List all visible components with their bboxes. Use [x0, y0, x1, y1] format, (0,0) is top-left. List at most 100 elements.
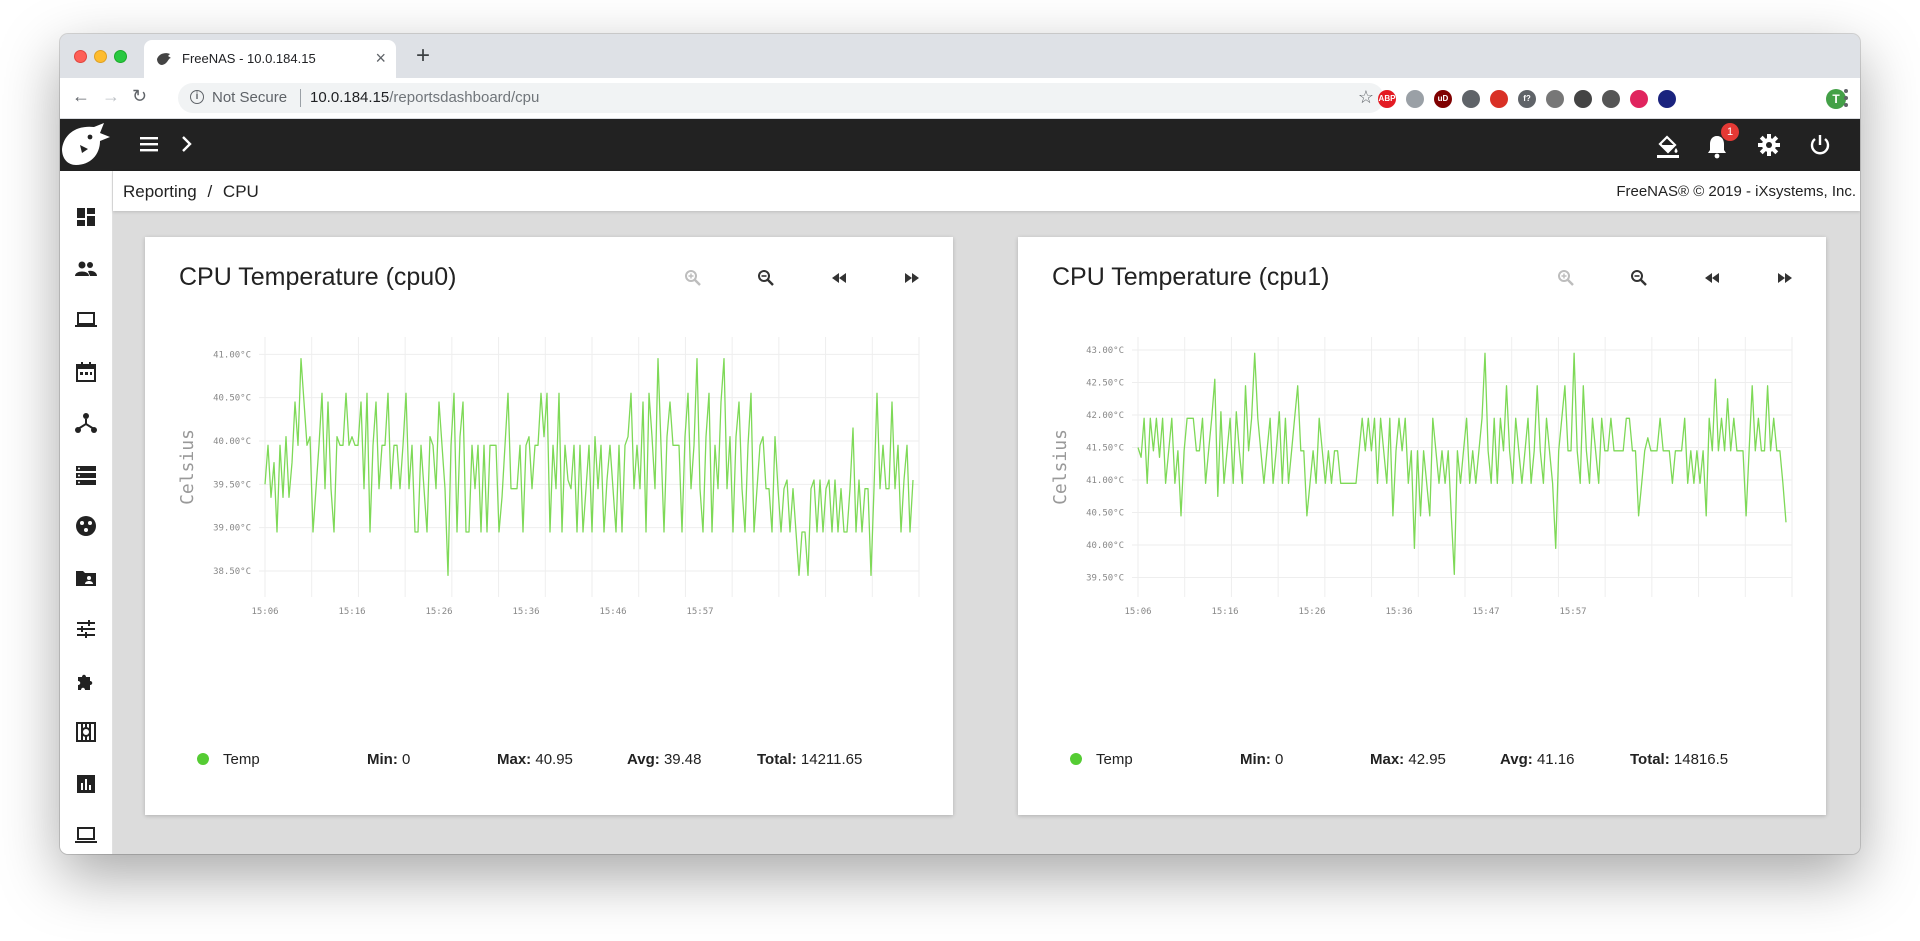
cpu1-temperature-chart: 43.00°C 42.50°C 42.00°C 41.50°C 41.00°C 40.50…: [1052, 337, 1793, 617]
y-tick-label: 42.50°C: [1086, 379, 1124, 389]
rewind-icon[interactable]: [1703, 269, 1721, 287]
url-path: /reportsdashboard/cpu: [389, 89, 540, 106]
link-icon[interactable]: [1630, 90, 1648, 108]
maximize-window-button[interactable]: [114, 50, 127, 63]
chevron-right-icon[interactable]: [178, 133, 196, 160]
fast-forward-icon[interactable]: [1776, 269, 1794, 287]
zoom-in-icon[interactable]: [684, 269, 702, 287]
card-title: CPU Temperature (cpu0): [179, 263, 457, 291]
sidebar-item-plugins[interactable]: [74, 669, 98, 693]
sidebar-item-system[interactable]: [74, 308, 98, 332]
copyright-text: FreeNAS® © 2019 - iXsystems, Inc.: [1616, 183, 1856, 200]
main-content: Reporting / CPU FreeNAS® © 2019 - iXsyst…: [113, 171, 1860, 854]
back-arrow-icon[interactable]: ←: [72, 86, 90, 106]
hamburger-menu-icon[interactable]: [138, 133, 160, 160]
shared-folder-icon: [76, 570, 96, 586]
minimize-window-button[interactable]: [94, 50, 107, 63]
rewind-icon[interactable]: [830, 269, 848, 287]
sidebar-item-network[interactable]: [74, 411, 98, 435]
sidebar-item-jails[interactable]: [74, 720, 98, 744]
bar-chart-icon: [77, 774, 95, 793]
wappalyzer-icon[interactable]: [1574, 90, 1592, 108]
screenshot-icon[interactable]: [1602, 90, 1620, 108]
breadcrumb-current: CPU: [222, 182, 259, 201]
close-window-button[interactable]: [74, 50, 87, 63]
stop-hand-icon[interactable]: [1490, 90, 1508, 108]
y-tick-label: 41.50°C: [1086, 444, 1124, 454]
browser-menu-icon[interactable]: [1836, 86, 1856, 110]
network-icon: [75, 413, 97, 433]
download-arrow-icon[interactable]: [1406, 90, 1424, 108]
breadcrumb-separator: /: [207, 182, 213, 201]
zoom-out-icon[interactable]: [1630, 269, 1648, 287]
power-icon[interactable]: [1808, 133, 1832, 162]
sidebar-item-vms[interactable]: [74, 823, 98, 847]
bookmark-star-icon[interactable]: ☆: [1357, 87, 1374, 107]
sidebar-item-tasks[interactable]: [74, 360, 98, 384]
breadcrumb-parent[interactable]: Reporting: [123, 182, 197, 201]
avg-value: 41.16: [1536, 751, 1575, 768]
profile-avatar[interactable]: T: [1826, 89, 1846, 109]
sidebar-item-accounts[interactable]: [74, 257, 98, 281]
ublock-icon[interactable]: uD: [1434, 90, 1452, 108]
new-tab-button[interactable]: +: [416, 42, 431, 69]
min-label: Min:: [1240, 751, 1271, 768]
freenas-logo-icon[interactable]: [60, 119, 112, 171]
sidebar-item-storage[interactable]: [74, 463, 98, 487]
app-header: 1: [60, 119, 1860, 171]
cpu0-temperature-chart: 41.00°C 40.50°C 40.00°C 39.50°C 39.00°C 38.50…: [179, 337, 920, 617]
cpu1-temperature-card: CPU Temperature (cpu1) 43.00°C 42.50°C 42.…: [1018, 237, 1826, 815]
globe-icon[interactable]: [1546, 90, 1564, 108]
download-circle-icon[interactable]: [1462, 90, 1480, 108]
url-host: 10.0.184.15: [310, 89, 390, 106]
people-icon: [75, 261, 97, 276]
sidebar-item-sharing[interactable]: [74, 566, 98, 590]
calendar-icon: [76, 361, 96, 382]
zoom-in-icon[interactable]: [1557, 269, 1575, 287]
breadcrumb-bar: Reporting / CPU FreeNAS® © 2019 - iXsyst…: [113, 171, 1860, 211]
adblock-plus-icon[interactable]: ABP: [1378, 90, 1396, 108]
legend-series-name: Temp: [223, 751, 260, 768]
x-tick-label: 15:06: [1124, 607, 1151, 617]
x-tick-label: 15:57: [1559, 607, 1586, 617]
cpu0-temperature-card: CPU Temperature (cpu0) 41.00°C 40.50°C 40.…: [145, 237, 953, 815]
tune-icon: [77, 620, 95, 638]
zoom-out-icon[interactable]: [757, 269, 775, 287]
legend-avg: Avg: 41.16: [1500, 751, 1575, 768]
total-label: Total:: [757, 751, 797, 768]
y-tick-label: 40.50°C: [213, 394, 251, 404]
max-label: Max:: [1370, 751, 1405, 768]
sidebar-item-reporting[interactable]: [74, 772, 98, 796]
legend-min: Min: 0: [1240, 751, 1283, 768]
legend-dot: [1070, 753, 1082, 765]
storage-icon: [76, 465, 96, 485]
x-tick-label: 15:06: [251, 607, 278, 617]
sidebar-item-directory-services[interactable]: [74, 514, 98, 538]
fast-forward-icon[interactable]: [903, 269, 921, 287]
browser-tab[interactable]: FreeNAS - 10.0.184.15 ×: [144, 40, 396, 78]
browser-toolbar: ← → ↻ i Not Secure 10.0.184.15/reportsda…: [60, 78, 1860, 119]
notifications-bell-icon[interactable]: [1705, 133, 1729, 164]
theme-paint-bucket-icon[interactable]: [1655, 133, 1681, 164]
settings-gear-icon[interactable]: [1757, 133, 1781, 162]
sidebar-item-services[interactable]: [74, 617, 98, 641]
min-label: Min:: [367, 751, 398, 768]
eye-icon[interactable]: [1658, 90, 1676, 108]
y-tick-label: 40.00°C: [213, 437, 251, 447]
dashboard-icon: [77, 208, 95, 226]
close-tab-icon[interactable]: ×: [375, 48, 386, 68]
x-tick-label: 15:26: [425, 607, 452, 617]
series-line-temp: [264, 358, 914, 576]
legend-avg: Avg: 39.48: [627, 751, 702, 768]
sidebar-item-dashboard[interactable]: [74, 205, 98, 229]
url-text[interactable]: 10.0.184.15/reportsdashboard/cpu: [310, 89, 539, 106]
breadcrumb: Reporting / CPU: [123, 182, 259, 202]
chart-legend: Temp Min: 0 Max: 42.95 Avg: 41.16 Total:…: [1052, 749, 1792, 773]
x-tick-label: 15:36: [1385, 607, 1412, 617]
font-question-icon[interactable]: f?: [1518, 90, 1536, 108]
computer-icon: [75, 827, 97, 843]
address-bar[interactable]: i Not Secure 10.0.184.15/reportsdashboar…: [178, 83, 1384, 113]
reload-icon[interactable]: ↻: [132, 86, 148, 106]
forward-arrow-icon[interactable]: →: [102, 86, 120, 106]
info-icon[interactable]: i: [190, 90, 204, 104]
